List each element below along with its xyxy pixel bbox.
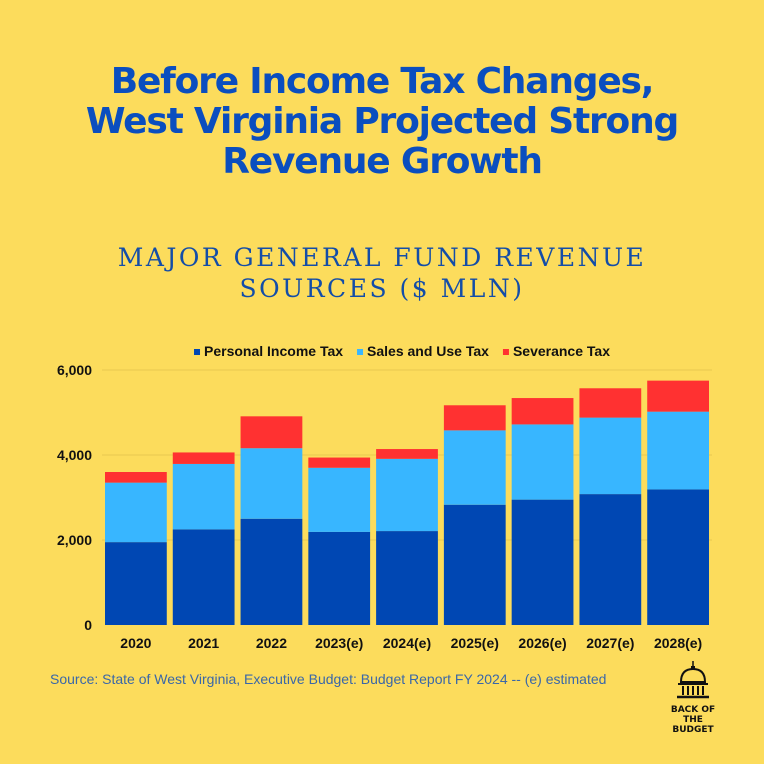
bar-segment	[308, 531, 371, 625]
chart-title: Before Income Tax Changes, West Virginia…	[0, 62, 764, 182]
bar-segment	[105, 472, 167, 483]
bar-segment	[579, 494, 642, 625]
subtitle-line: SOURCES ($ MLN)	[239, 274, 525, 303]
logo-line: BUDGET	[672, 725, 714, 735]
x-tick-label: 2026(e)	[518, 635, 566, 651]
y-axis: 0 2,000 4,000 6,000	[57, 362, 92, 633]
legend-label: Sales and Use Tax	[367, 343, 489, 359]
bar-segment	[511, 424, 574, 500]
legend-item: Sales and Use Tax	[357, 343, 489, 359]
legend-swatch	[194, 349, 201, 355]
y-tick-label: 0	[84, 617, 92, 633]
y-tick-label: 6,000	[57, 362, 92, 378]
bar-segment	[105, 482, 167, 543]
x-tick-label: 2028(e)	[654, 635, 702, 651]
x-tick-label: 2027(e)	[586, 635, 634, 651]
capitol-dome-icon	[677, 661, 709, 699]
legend-item: Severance Tax	[502, 343, 610, 359]
bar-segment	[511, 499, 574, 625]
source-note: Source: State of West Virginia, Executiv…	[50, 671, 607, 687]
y-tick-label: 2,000	[57, 532, 92, 548]
bar-segment	[376, 531, 438, 625]
bar-segment	[240, 416, 303, 449]
bar-segment	[376, 458, 438, 532]
bar-segment	[647, 411, 709, 490]
logo-text: BACK OF THE BUDGET	[660, 705, 726, 735]
stacked-bar-chart: Personal Income Tax Sales and Use Tax Seve…	[57, 343, 712, 651]
bar-segment	[240, 448, 303, 519]
back-of-the-budget-logo: BACK OF THE BUDGET	[660, 660, 726, 735]
x-tick-label: 2023(e)	[315, 635, 363, 651]
legend-item: Personal Income Tax	[194, 343, 343, 359]
bars	[105, 380, 709, 625]
y-tick-label: 4,000	[57, 447, 92, 463]
x-axis: 2020 2021 2022 2023(e) 2024(e) 2025(e) 2026(e)…	[120, 635, 702, 651]
bar-segment	[579, 417, 642, 495]
bar-segment	[443, 430, 506, 505]
x-tick-label: 2021	[188, 635, 219, 651]
legend-swatch	[502, 349, 509, 355]
bar-segment	[105, 542, 167, 625]
logo-line: BACK OF THE	[670, 705, 716, 725]
x-tick-label: 2024(e)	[383, 635, 431, 651]
bar-segment	[172, 463, 235, 530]
bar-segment	[443, 405, 506, 431]
bar-segment	[443, 504, 506, 625]
x-tick-label: 2022	[256, 635, 287, 651]
legend-swatch	[357, 349, 364, 355]
x-tick-label: 2020	[120, 635, 151, 651]
subtitle-line: MAJOR GENERAL FUND REVENUE	[117, 243, 647, 272]
chart-subtitle: MAJOR GENERAL FUND REVENUE SOURCES ($ ML…	[0, 242, 764, 304]
title-line: Revenue Growth	[222, 141, 543, 182]
title-line: Before Income Tax Changes,	[110, 61, 655, 102]
bar-segment	[376, 449, 438, 459]
bar-segment	[579, 388, 642, 418]
bar-segment	[172, 529, 235, 625]
bar-segment	[647, 489, 709, 625]
legend-label: Severance Tax	[513, 343, 610, 359]
bar-segment	[308, 457, 371, 468]
x-tick-label: 2025(e)	[451, 635, 499, 651]
legend: Personal Income Tax Sales and Use Tax Seve…	[194, 343, 610, 359]
bar-segment	[647, 380, 709, 412]
title-line: West Virginia Projected Strong	[85, 101, 679, 142]
bar-segment	[308, 467, 371, 532]
bar-segment	[240, 518, 303, 625]
legend-label: Personal Income Tax	[204, 343, 343, 359]
bar-segment	[172, 452, 235, 464]
bar-segment	[511, 398, 574, 425]
